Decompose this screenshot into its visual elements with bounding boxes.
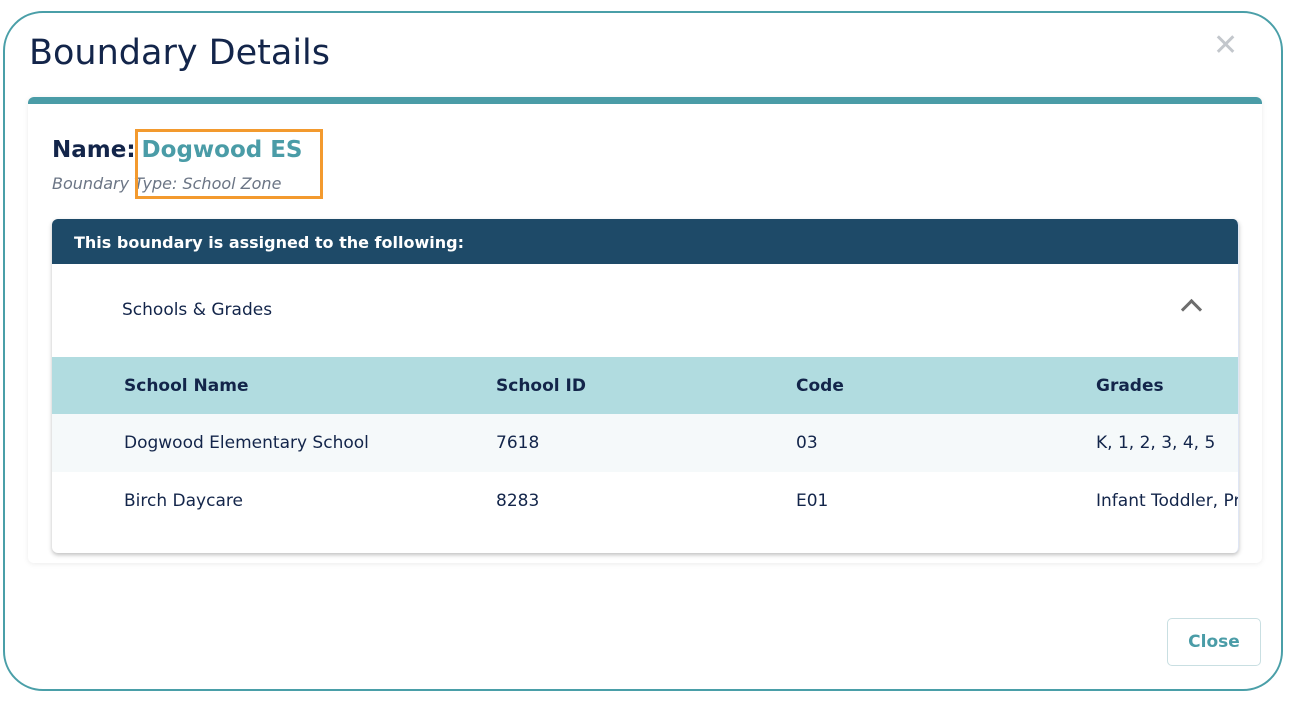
chevron-up-icon[interactable] — [1180, 298, 1203, 321]
dialog-title: Boundary Details — [29, 33, 331, 73]
table-row: Birch Daycare 8283 E01 Infant Toddler, PreK… — [52, 472, 1238, 530]
boundary-card: Name: Dogwood ES Boundary Type: School Zo… — [28, 97, 1262, 563]
section-title: Schools & Grades — [122, 300, 273, 320]
column-header: Grades — [1096, 357, 1238, 414]
table-cell: 7618 — [496, 414, 796, 472]
column-header: School Name — [52, 357, 496, 414]
boundary-name: Name: Dogwood ES — [52, 137, 303, 163]
assignments-header: This boundary is assigned to the followi… — [52, 219, 1238, 264]
table-cell: E01 — [796, 491, 829, 511]
boundary-details-dialog: Boundary Details ✕ Name: Dogwood ES Bound… — [3, 11, 1283, 691]
boundary-type: Boundary Type: School Zone — [52, 174, 282, 193]
name-label: Name: — [52, 137, 136, 163]
schools-table: School Name School ID Code Grades Dogwood E… — [52, 357, 1238, 530]
table-cell: Birch Daycare — [124, 491, 243, 511]
table-cell: 03 — [796, 414, 1096, 472]
table-cell: Infant Toddler, PreK3, Pr — [1096, 491, 1238, 511]
column-header: Code — [796, 357, 1096, 414]
column-header: School ID — [496, 357, 796, 414]
table-cell: Dogwood Elementary School — [52, 414, 496, 472]
schools-grades-section-toggle[interactable]: Schools & Grades — [52, 264, 1238, 357]
close-button[interactable]: Close — [1167, 618, 1261, 666]
name-value: Dogwood ES — [141, 137, 303, 163]
close-x-icon[interactable]: ✕ — [1213, 28, 1239, 63]
assignments-panel: This boundary is assigned to the followi… — [52, 219, 1239, 553]
table-cell: K, 1, 2, 3, 4, 5 — [1096, 414, 1238, 472]
table-row: Dogwood Elementary School 7618 03 K, 1, 2, … — [52, 414, 1238, 472]
table-cell: 8283 — [496, 491, 540, 511]
